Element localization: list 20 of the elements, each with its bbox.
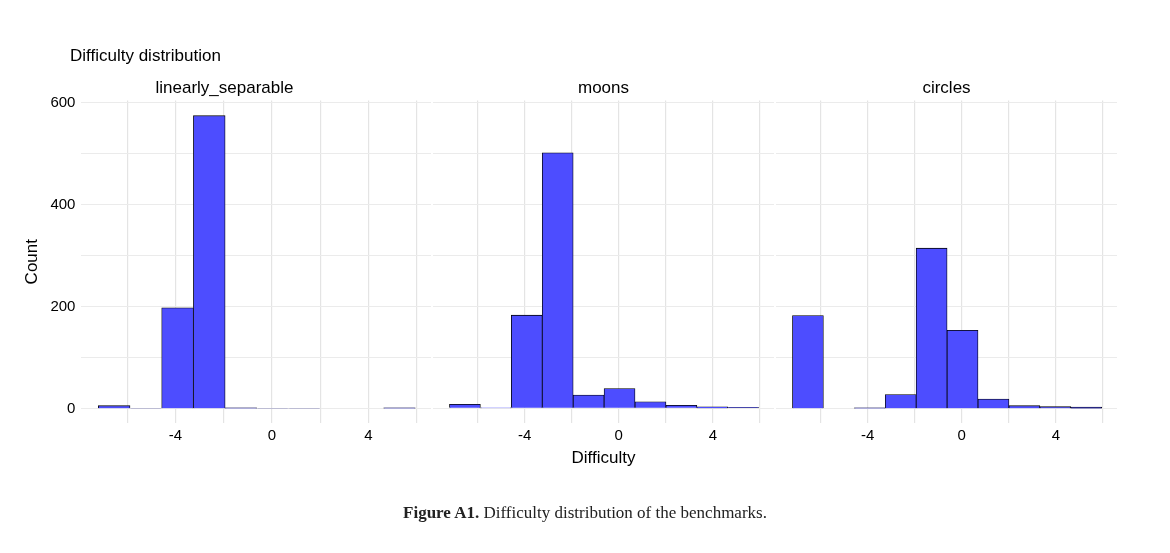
y-tick-label: 200 (50, 296, 76, 314)
caption: Figure A1. Difficulty distribution of the benchmarks. (402, 503, 768, 523)
y-axis-title: Count (21, 238, 41, 285)
x-tick-label: 0 (614, 425, 623, 443)
x-tick-label: 4 (1051, 426, 1061, 444)
chart-title: linearly_separable (155, 77, 294, 97)
chart-title: circles (922, 77, 971, 97)
chart-title: moons (577, 77, 630, 97)
x-tick-label: 0 (957, 426, 966, 444)
x-axis-title: Difficulty (571, 448, 636, 468)
y-tick-label: 600 (50, 93, 76, 111)
x-tick-label: -4 (861, 426, 875, 444)
text: Difficulty distribution (70, 46, 221, 66)
x-tick-label: -4 (168, 426, 183, 444)
x-tick-label: 0 (267, 426, 277, 444)
y-tick-label: 400 (50, 195, 76, 213)
x-tick-label: 4 (364, 426, 373, 444)
x-tick-label: -4 (518, 425, 532, 443)
x-tick-label: 4 (708, 425, 718, 443)
y-tick-label: 0 (67, 398, 76, 416)
